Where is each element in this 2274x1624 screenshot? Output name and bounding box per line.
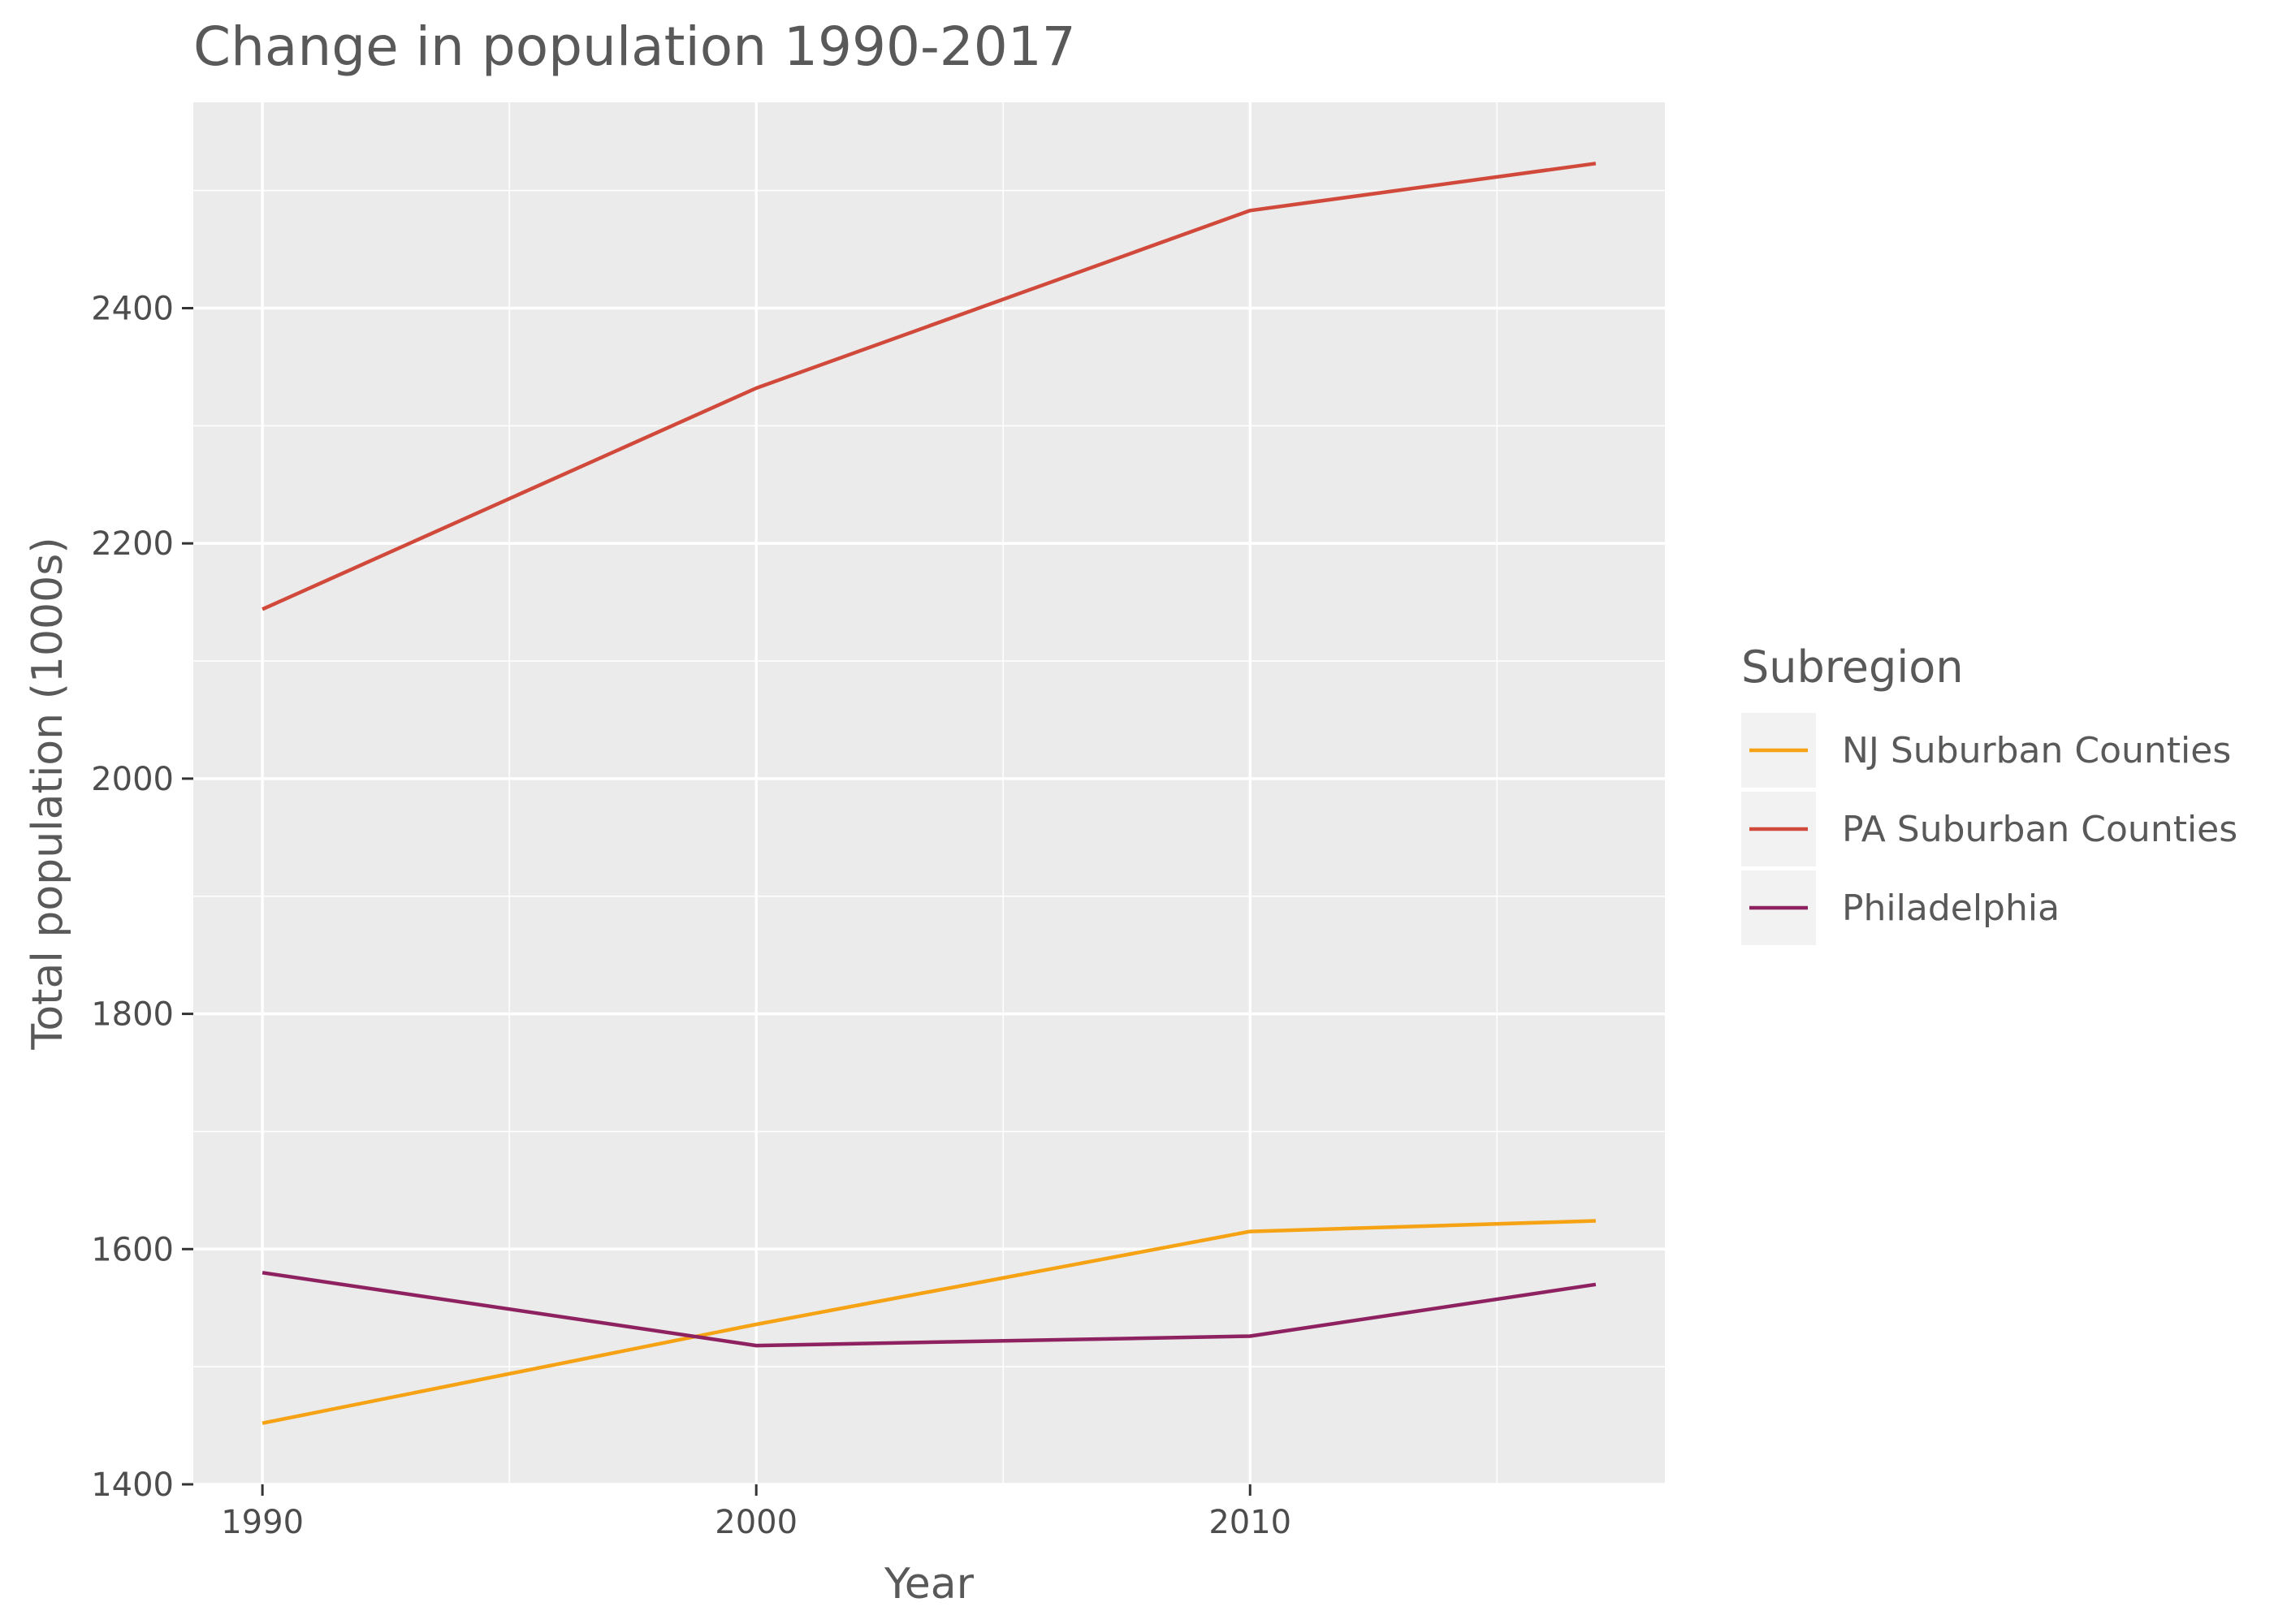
legend-label: NJ Suburban Counties: [1842, 730, 2231, 771]
x-axis-title: Year: [884, 1560, 975, 1609]
axis-ticks: 1990 2000 2010 1400 1600 1800 2000 2200 2400: [91, 290, 1291, 1541]
series-line-pa-suburban-counties: [262, 162, 1597, 611]
y-tick-label: 1800: [91, 996, 174, 1034]
y-axis-title: Total population (1000s): [24, 537, 72, 1050]
plot-panel: [193, 102, 1665, 1484]
y-tick-label: 1600: [91, 1231, 174, 1268]
series-line-nj-suburban-counties: [262, 1219, 1596, 1425]
x-tick-label: 1990: [221, 1504, 304, 1541]
x-tick-label: 2000: [715, 1504, 798, 1541]
x-tick-label: 2010: [1208, 1504, 1291, 1541]
chart-title: Change in population 1990-2017: [193, 15, 1076, 78]
legend: Subregion NJ Suburban Counties PA Suburba…: [1741, 641, 2237, 945]
series-lines: [262, 162, 1597, 1425]
grid-lines: [193, 102, 1665, 1486]
y-tick-label: 2400: [91, 290, 174, 327]
legend-title: Subregion: [1741, 641, 1964, 693]
legend-label: Philadelphia: [1842, 888, 2060, 929]
y-tick-label: 2200: [91, 525, 174, 563]
y-tick-label: 1400: [91, 1466, 174, 1504]
legend-items: NJ Suburban Counties PA Suburban Counties…: [1741, 713, 2237, 945]
y-tick-label: 2000: [91, 761, 174, 798]
series-line-philadelphia: [262, 1271, 1597, 1348]
legend-label: PA Suburban Counties: [1842, 809, 2237, 850]
